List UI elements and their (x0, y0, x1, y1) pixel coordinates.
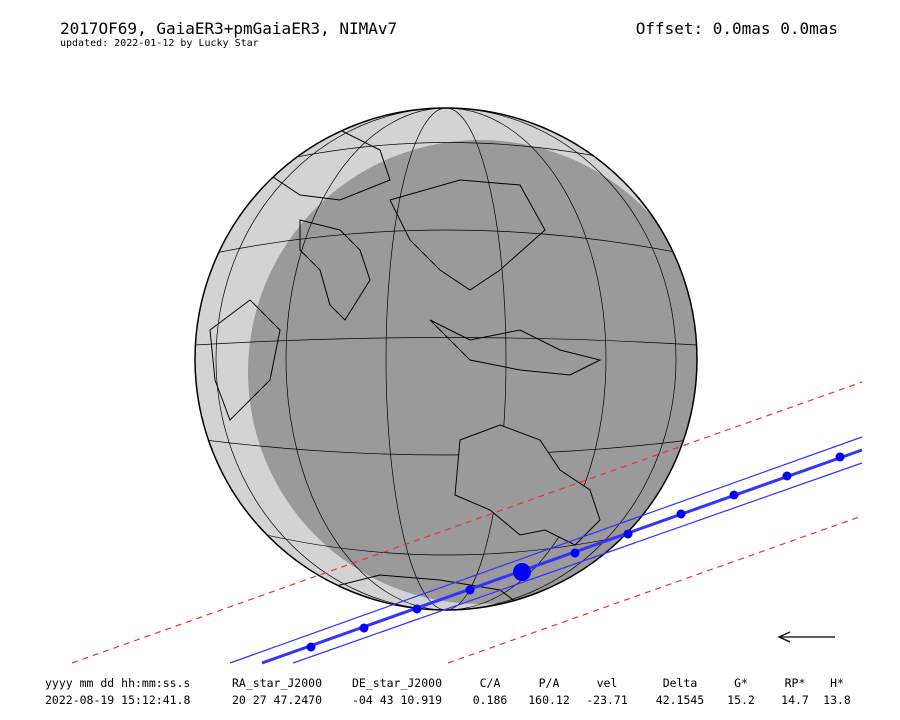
info-table: yyyy mm dd hh:mm:ss.s RA_star_J2000 DE_s… (45, 676, 851, 707)
table-cell: 14.7 (781, 693, 809, 707)
updated: updated: 2022-01-12 by Lucky Star (60, 38, 259, 49)
column-header: vel (597, 676, 618, 690)
table-cell: 15.2 (727, 693, 755, 707)
column-header: H* (830, 676, 844, 690)
table-cell: 160.12 (528, 693, 570, 707)
globe (195, 108, 697, 610)
table-cell: -04 43 10.919 (352, 693, 442, 707)
column-header: Delta (663, 676, 698, 690)
column-header: yyyy mm dd hh:mm:ss.s (45, 676, 190, 690)
direction-arrow (777, 631, 835, 643)
table-cell: 2022-08-19 15:12:41.8 (45, 693, 190, 707)
column-header: RP* (785, 676, 806, 690)
table-cell: 13.8 (823, 693, 851, 707)
column-header: DE_star_J2000 (352, 676, 442, 690)
shadow-path (71, 381, 863, 665)
title: 2017OF69, GaiaER3+pmGaiaER3, NIMAv7 (60, 19, 397, 38)
table-cell: 0.186 (473, 693, 508, 707)
column-header: C/A (480, 676, 501, 690)
column-header: RA_star_J2000 (232, 676, 322, 690)
table-cell: 42.1545 (656, 693, 704, 707)
table-cell: 20 27 47.2470 (232, 693, 322, 707)
column-header: G* (734, 676, 748, 690)
table-cell: -23.71 (586, 693, 628, 707)
offset: Offset: 0.0mas 0.0mas (636, 19, 838, 38)
column-header: P/A (539, 676, 560, 690)
